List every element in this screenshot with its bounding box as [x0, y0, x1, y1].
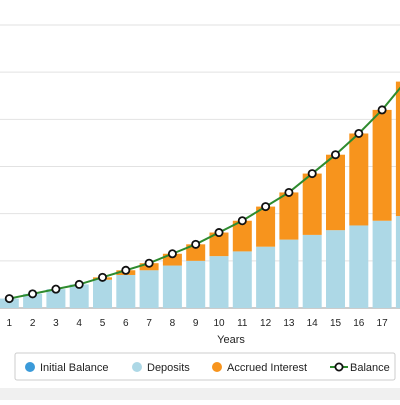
bar-accrued-interest-year-14: [303, 174, 322, 235]
legend-marker-deposits: [132, 362, 142, 372]
bar-accrued-interest-year-13: [279, 192, 298, 239]
bar-accrued-interest-year-11: [233, 221, 252, 252]
balance-point-year-14: [309, 170, 316, 177]
x-tick-label-15: 15: [330, 318, 342, 329]
legend-label-deposits[interactable]: Deposits: [147, 362, 190, 374]
bar-deposits-year-17: [373, 221, 392, 308]
bar-accrued-interest-year-12: [256, 207, 275, 247]
bottom-strip: [0, 388, 400, 400]
balance-point-year-5: [99, 274, 106, 281]
balance-point-year-3: [52, 286, 59, 293]
bar-deposits-year-10: [210, 256, 229, 308]
balance-point-year-4: [76, 281, 83, 288]
bar-deposits-year-9: [186, 261, 205, 308]
bar-deposits-year-14: [303, 235, 322, 308]
x-tick-label-6: 6: [123, 318, 129, 329]
x-tick-label-12: 12: [260, 318, 272, 329]
bar-deposits-year-7: [140, 270, 159, 308]
x-tick-label-5: 5: [100, 318, 106, 329]
x-tick-label-13: 13: [283, 318, 295, 329]
bar-accrued-interest-year-17: [373, 110, 392, 221]
balance-point-year-7: [146, 260, 153, 267]
x-tick-label-17: 17: [377, 318, 389, 329]
legend-marker-initial-balance: [25, 362, 35, 372]
balance-point-year-2: [29, 290, 36, 297]
x-tick-label-10: 10: [213, 318, 225, 329]
x-tick-label-8: 8: [170, 318, 176, 329]
bar-accrued-interest-year-18: [396, 82, 400, 216]
bar-deposits-year-16: [349, 225, 368, 308]
bar-deposits-year-5: [93, 280, 112, 308]
x-tick-label-16: 16: [353, 318, 365, 329]
x-tick-label-2: 2: [30, 318, 36, 329]
balance-point-year-10: [215, 229, 222, 236]
bar-deposits-year-15: [326, 230, 345, 308]
bar-deposits-year-13: [279, 240, 298, 308]
bar-accrued-interest-year-15: [326, 155, 345, 230]
bar-accrued-interest-year-16: [349, 133, 368, 225]
balance-point-year-9: [192, 241, 199, 248]
x-tick-label-14: 14: [307, 318, 319, 329]
legend-label-initial-balance[interactable]: Initial Balance: [40, 362, 109, 374]
x-tick-label-11: 11: [237, 318, 248, 329]
bar-deposits-year-6: [116, 275, 135, 308]
x-axis-title: Years: [217, 334, 245, 346]
balance-point-year-17: [379, 106, 386, 113]
x-tick-label-7: 7: [146, 318, 152, 329]
balance-point-year-13: [285, 189, 292, 196]
balance-point-year-12: [262, 203, 269, 210]
bar-deposits-year-11: [233, 251, 252, 308]
balance-point-year-16: [355, 130, 362, 137]
bar-deposits-year-18: [396, 216, 400, 308]
balance-point-year-6: [122, 267, 129, 274]
x-tick-label-3: 3: [53, 318, 59, 329]
bar-deposits-year-8: [163, 266, 182, 308]
legend-marker-accrued-interest: [212, 362, 222, 372]
legend-marker-balance: [335, 363, 342, 370]
x-tick-label-1: 1: [7, 318, 13, 329]
balance-point-year-15: [332, 151, 339, 158]
balance-point-year-8: [169, 250, 176, 257]
x-tick-label-4: 4: [76, 318, 82, 329]
x-tick-label-9: 9: [193, 318, 199, 329]
legend-label-accrued-interest[interactable]: Accrued Interest: [227, 362, 307, 374]
balance-point-year-11: [239, 217, 246, 224]
legend-label-balance[interactable]: Balance: [350, 362, 390, 374]
balance-point-year-1: [6, 295, 13, 302]
bar-deposits-year-12: [256, 247, 275, 308]
